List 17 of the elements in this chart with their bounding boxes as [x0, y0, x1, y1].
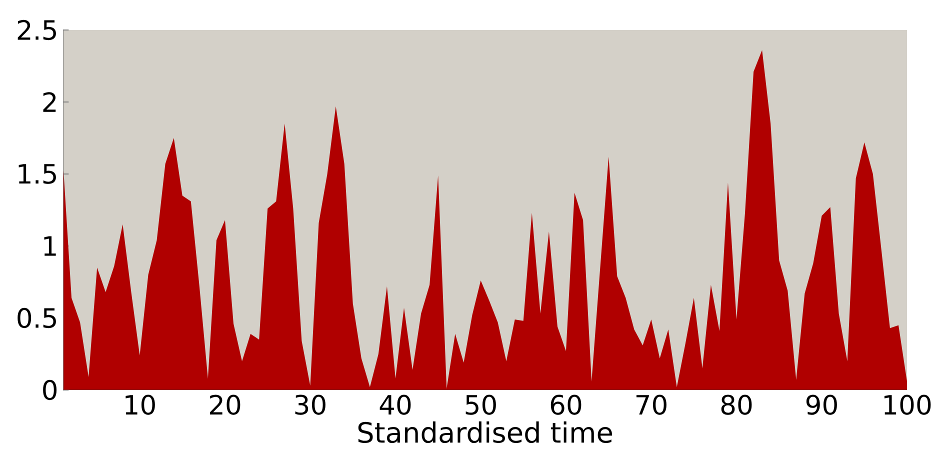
x-tick-label: 80 — [721, 394, 752, 415]
x-tick-label: 100 — [884, 394, 931, 415]
y-tick-label: 0 — [43, 380, 57, 400]
x-tick-label: 30 — [295, 394, 326, 415]
x-axis-title: Standardised time — [358, 421, 612, 444]
x-tick-label: 20 — [210, 394, 240, 415]
y-tick-label: 0.5 — [18, 308, 56, 328]
x-tick-label: 10 — [126, 394, 155, 415]
y-tick-label: 2 — [43, 92, 56, 112]
x-tick-label: 40 — [380, 394, 411, 415]
x-tick-label: 60 — [550, 394, 582, 415]
x-tick-label: 70 — [636, 394, 666, 415]
y-tick-label: 1 — [44, 236, 56, 256]
y-tick-label: 2.5 — [18, 20, 56, 40]
y-tick-label: 1.5 — [18, 164, 56, 184]
x-tick-label: 50 — [466, 394, 496, 415]
x-tick-label: 90 — [806, 394, 837, 415]
